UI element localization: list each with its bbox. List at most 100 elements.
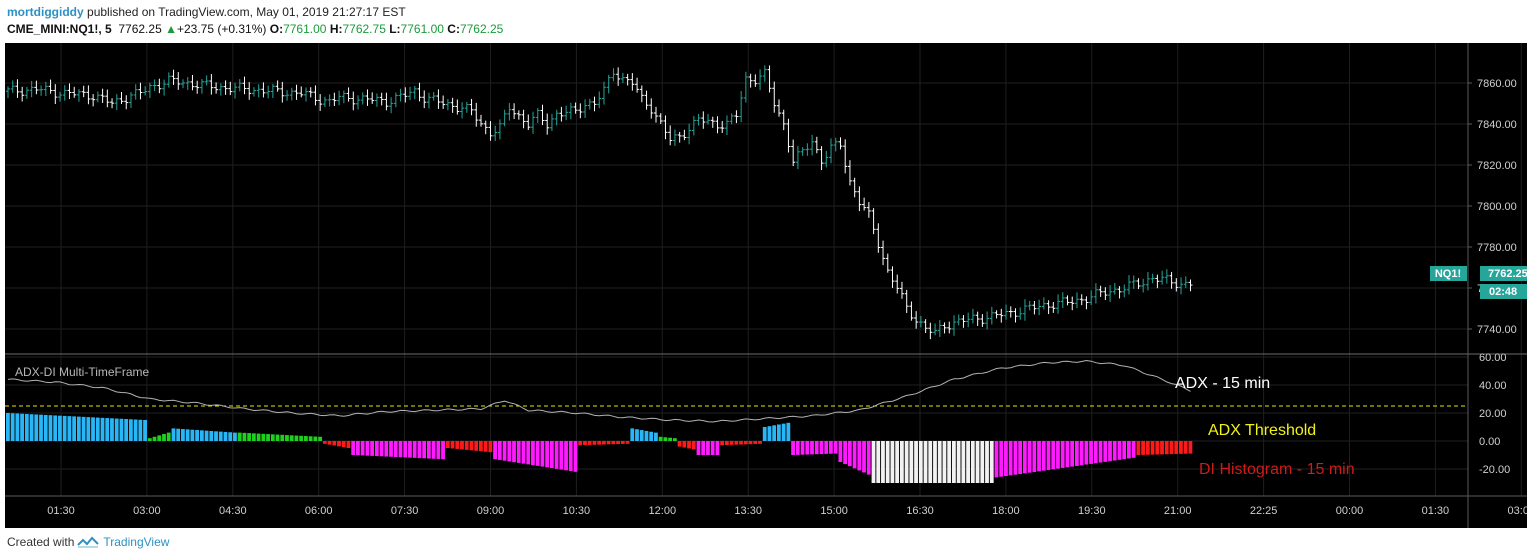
histogram-bar (403, 441, 408, 458)
created-with-label: Created with (7, 535, 75, 549)
histogram-bar (866, 441, 871, 475)
histogram-bar (994, 441, 999, 478)
histogram-bar (464, 441, 469, 450)
histogram-bar (1004, 441, 1008, 477)
histogram-bar (597, 441, 602, 445)
histogram-bar (668, 437, 672, 441)
histogram-bar (162, 434, 166, 441)
histogram-bar (724, 441, 729, 446)
histogram-bar (649, 431, 654, 441)
close-value: 7762.25 (459, 22, 504, 36)
histogram-bar (1164, 441, 1169, 455)
histogram-bar (578, 441, 583, 446)
time-tick-label: 19:30 (1078, 505, 1106, 517)
histogram-bar (417, 441, 422, 459)
histogram-bar (1174, 441, 1179, 454)
histogram-bar (852, 441, 857, 469)
histogram-bar (592, 441, 597, 445)
histogram-bar (573, 441, 578, 472)
histogram-bar (843, 441, 848, 465)
adx-tick-label: 40.00 (1479, 380, 1507, 392)
histogram-bar (128, 419, 133, 441)
histogram-bar (360, 441, 365, 456)
histogram-bar (899, 441, 904, 483)
tradingview-brand-link[interactable]: TradingView (103, 535, 170, 549)
histogram-bar (43, 414, 48, 441)
histogram-bar (143, 420, 147, 441)
histogram-bar (228, 432, 233, 441)
histogram-bar (1141, 441, 1145, 455)
histogram-bar (663, 437, 668, 441)
histogram-bar (389, 441, 393, 457)
histogram-bar (980, 441, 985, 483)
histogram-bar (133, 419, 138, 441)
time-axis[interactable]: 01:30 03:00 04:30 06:00 07:30 09:00 10:30 12:00… (47, 505, 1527, 517)
price-tag-countdown-box (1480, 284, 1527, 299)
histogram-bar (1160, 441, 1164, 455)
price-tag-price-box (1480, 266, 1527, 281)
histogram-bar (814, 441, 819, 455)
histogram-bar (795, 441, 800, 455)
histogram-bar (20, 413, 24, 441)
histogram-bar (620, 441, 625, 444)
histogram-bar (601, 441, 606, 445)
histogram-bar (739, 441, 743, 445)
histogram-bar (682, 441, 687, 448)
histogram-bar (181, 429, 185, 441)
histogram-bar (720, 441, 725, 446)
histogram-bar (696, 441, 701, 455)
histogram-bar (346, 441, 351, 448)
histogram-bar (762, 427, 767, 441)
histogram-bar (918, 441, 923, 483)
histogram-bar (1051, 441, 1056, 470)
histogram-bar (445, 441, 450, 448)
histogram-bar (436, 441, 441, 459)
histogram-annotation: DI Histogram - 15 min (1199, 461, 1355, 478)
histogram-bar (914, 441, 918, 483)
histogram-bar (540, 441, 545, 467)
histogram-bar (190, 429, 195, 441)
symbol-info: CME_MINI:NQ1!, 5 7762.25 ▲+23.75 (+0.31%… (7, 22, 503, 36)
price-tag-price: 7762.25 (1488, 268, 1527, 280)
histogram-bar (824, 441, 829, 454)
histogram-bar (512, 441, 516, 463)
histogram-bar (776, 424, 781, 441)
histogram-bar (829, 441, 833, 454)
histogram-bar (516, 441, 521, 463)
histogram-bar (734, 441, 739, 445)
histogram-bar (460, 441, 464, 450)
histogram-bar (1169, 441, 1174, 455)
histogram-bar (1098, 441, 1103, 463)
histogram-bar (166, 432, 171, 441)
histogram-bar (337, 441, 341, 447)
histogram-bar (124, 419, 129, 441)
histogram-bar (474, 441, 479, 451)
close-label: C: (447, 22, 460, 36)
histogram-bar (871, 441, 876, 483)
chart-canvas[interactable]: 7740.007760.007780.007800.007820.007840.… (5, 43, 1527, 528)
histogram-bar (890, 441, 895, 483)
histogram-bar (34, 414, 39, 441)
histogram-bar (961, 441, 966, 483)
adx-line (7, 359, 1191, 423)
histogram-bar (147, 438, 152, 441)
adx-annotation: ADX - 15 min (1175, 375, 1270, 392)
histogram-bar (767, 426, 772, 441)
adx-axis[interactable]: 60.00 40.00 20.00 0.00 -20.00 (1479, 352, 1510, 476)
time-tick-label: 03:00 (1508, 505, 1527, 517)
histogram-bar (95, 417, 100, 441)
histogram-bar (67, 416, 72, 441)
histogram-bar (1079, 441, 1084, 466)
histogram-bar (91, 417, 95, 441)
histogram-bar (1179, 441, 1183, 454)
indicator-title[interactable]: ADX-DI Multi-TimeFrame (15, 365, 150, 379)
histogram-bar (1136, 441, 1141, 455)
di-histogram (6, 413, 1193, 483)
histogram-bar (876, 441, 881, 483)
histogram-bar (606, 441, 611, 445)
histogram-bar (412, 441, 417, 458)
histogram-bar (10, 413, 15, 441)
histogram-bar (885, 441, 890, 483)
histogram-bar (479, 441, 483, 452)
username[interactable]: mortdiggiddy (7, 5, 84, 19)
